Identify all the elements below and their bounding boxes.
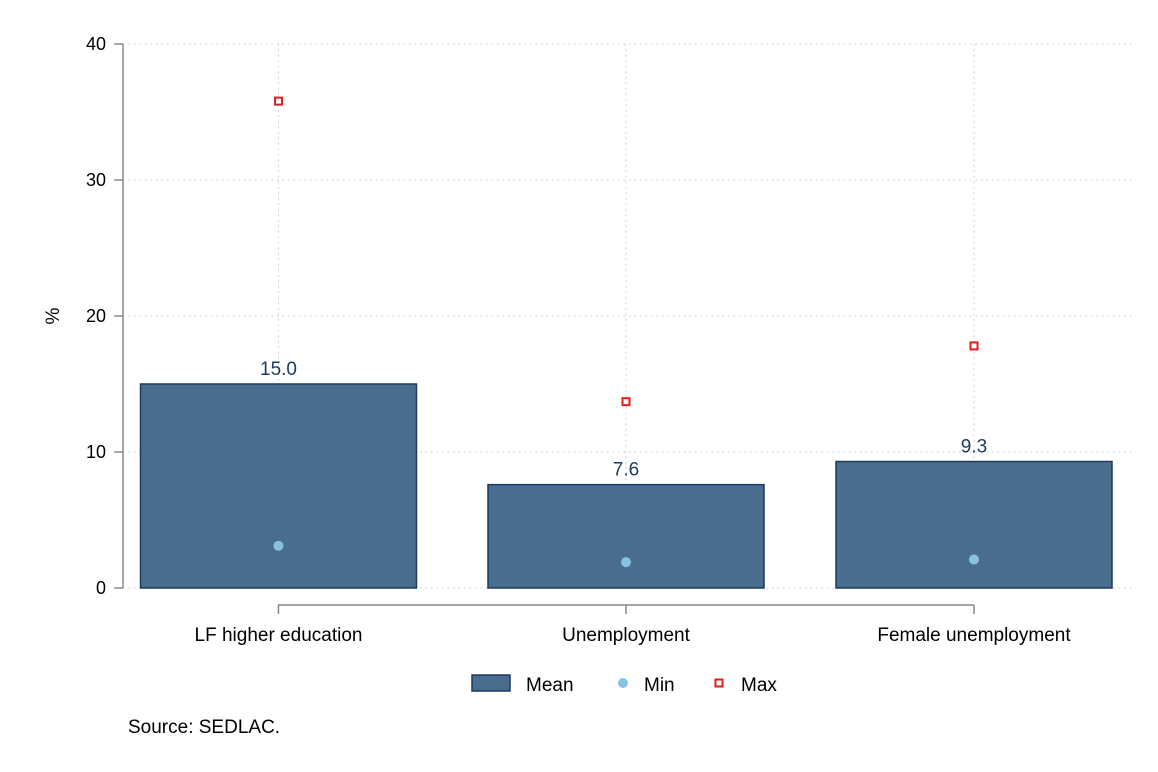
bars: 15.0 7.6 9.3: [139, 359, 1113, 589]
bar-value-label: 7.6: [613, 460, 639, 481]
bar-value-label: 9.3: [961, 437, 987, 458]
legend-item-mean: Mean: [526, 675, 574, 696]
legend-item-max: Max: [741, 675, 777, 696]
point-min: [621, 557, 631, 568]
point-min: [273, 540, 284, 551]
x-tick-label: Unemployment: [562, 625, 690, 646]
bar-mean: [835, 460, 1113, 589]
y-tick-label: 10: [86, 442, 106, 462]
y-tick-label: 40: [86, 34, 106, 54]
point-max: [621, 397, 631, 407]
legend-swatch-max: [714, 678, 724, 688]
point-min: [969, 554, 979, 565]
legend-swatch-mean: [471, 674, 511, 692]
point-max: [969, 341, 979, 351]
markers: [273, 96, 979, 568]
x-tick-label: LF higher education: [195, 625, 363, 646]
legend-item-min: Min: [644, 675, 675, 696]
source-note: Source: SEDLAC.: [128, 717, 281, 738]
legend: Mean Min Max: [471, 674, 777, 696]
x-tick-label: Female unemployment: [877, 625, 1071, 646]
bar-mean: [139, 383, 418, 589]
x-axis: LF higher education Unemployment Female un…: [195, 604, 1071, 646]
y-tick-label: 0: [96, 578, 106, 598]
y-axis-title: %: [43, 307, 64, 324]
y-tick-label: 30: [86, 170, 106, 190]
bar-mean: [487, 483, 765, 589]
legend-swatch-min: [618, 678, 628, 688]
y-axis: 0 10 20 30 40: [86, 34, 124, 598]
bar-value-label: 15.0: [260, 359, 297, 380]
point-max: [274, 96, 283, 106]
y-tick-label: 20: [86, 306, 106, 326]
